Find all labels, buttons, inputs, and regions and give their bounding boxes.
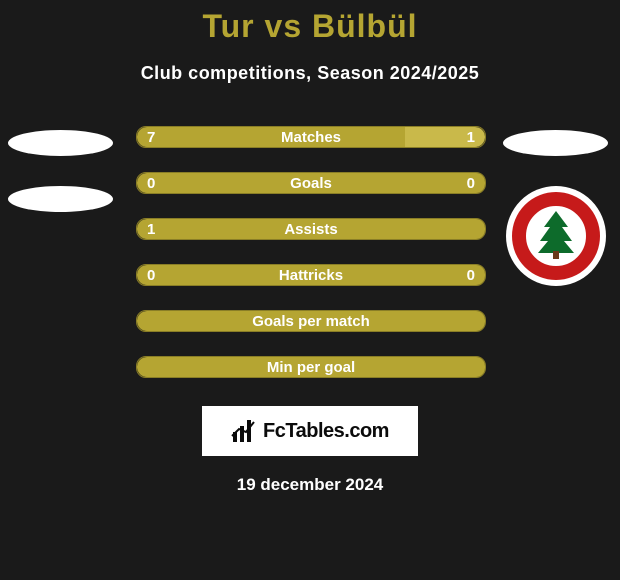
stat-right-value: 1	[467, 127, 475, 147]
right-player-badge	[503, 130, 608, 286]
placeholder-ellipse-icon	[8, 130, 113, 156]
stat-bar: Goals0 0	[136, 172, 486, 194]
stat-bar-label: Hattricks	[137, 265, 485, 285]
placeholder-ellipse-icon	[8, 186, 113, 212]
stat-right-value: 0	[467, 265, 475, 285]
brand-text: FcTables.com	[263, 420, 389, 443]
stat-right-value: 0	[467, 173, 475, 193]
stat-bar: Hattricks0 0	[136, 264, 486, 286]
subtitle: Club competitions, Season 2024/2025	[0, 63, 620, 84]
stat-bar: Min per goal	[136, 356, 486, 378]
stat-left-value: 0	[147, 173, 155, 193]
bars-chart-icon	[231, 418, 257, 444]
page-title: Tur vs Bülbül	[0, 0, 620, 45]
stat-bar-label: Goals per match	[137, 311, 485, 331]
stat-bar-label: Min per goal	[137, 357, 485, 377]
date-label: 19 december 2024	[0, 475, 620, 495]
left-player-badge	[8, 130, 113, 242]
stat-bar: Goals per match	[136, 310, 486, 332]
stat-left-value: 1	[147, 219, 155, 239]
stat-left-value: 0	[147, 265, 155, 285]
stat-bars-container: Matches71Goals00Assists1Hattricks00Goals…	[136, 126, 486, 402]
club-crest-icon	[506, 186, 606, 286]
brand-logo: FcTables.com	[202, 406, 418, 456]
stat-bar: Assists1	[136, 218, 486, 240]
stat-left-value: 7	[147, 127, 155, 147]
stat-bar: Matches7 1	[136, 126, 486, 148]
stat-bar-label: Assists	[137, 219, 485, 239]
tree-icon	[536, 211, 576, 259]
placeholder-ellipse-icon	[503, 130, 608, 156]
stat-bar-label: Goals	[137, 173, 485, 193]
stat-bar-label: Matches	[137, 127, 485, 147]
